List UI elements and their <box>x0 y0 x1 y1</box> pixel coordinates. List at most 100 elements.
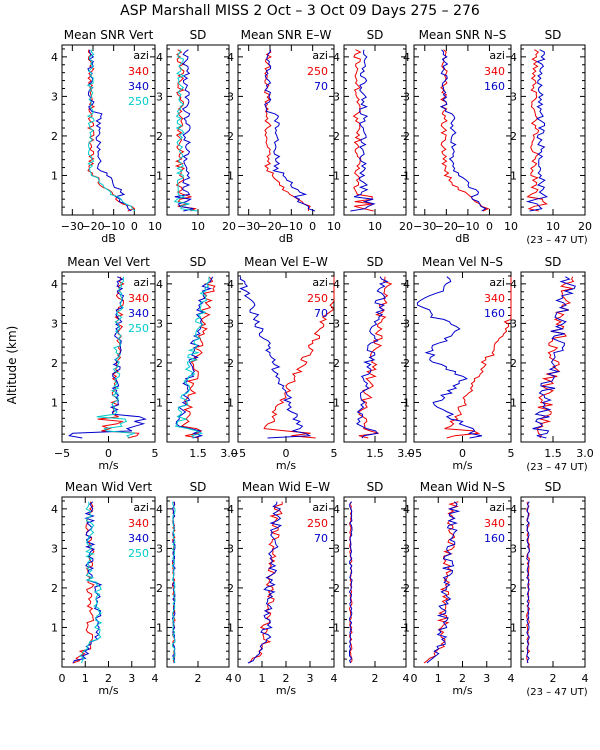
y-tick-label: 4 <box>156 278 163 291</box>
x-tick-label: 4 <box>403 672 410 685</box>
panel-0-3: SD 1 2 3 4 10 20 <box>333 28 413 233</box>
y-tick-label: 4 <box>227 51 234 64</box>
y-tick-label: 2 <box>510 582 517 595</box>
y-tick-label: 3 <box>227 542 234 555</box>
legend-entry: 250 <box>128 547 149 560</box>
plot-frame <box>343 271 407 443</box>
plot-frame <box>61 44 156 216</box>
series-line-160 <box>532 276 576 439</box>
y-tick-label: 2 <box>403 357 410 370</box>
series-line-250 <box>96 276 136 439</box>
x-axis-label: dB <box>455 232 470 245</box>
y-tick-label: 4 <box>510 51 517 64</box>
y-tick-label: 1 <box>510 396 517 409</box>
legend-header: azi <box>133 501 149 514</box>
y-tick-label: 4 <box>403 51 410 64</box>
panel-0-2: Mean SNR E–W 1 2 3 4 −30−20−10 0 10 dB azi 250 70 <box>227 28 341 245</box>
panel-0-0: Mean SNR Vert 1 2 3 4 −30−20−10 0 10 dB azi 340 340… <box>51 28 162 245</box>
x-tick-label: 1 <box>82 672 89 685</box>
series-line-70 <box>355 276 389 439</box>
legend-header: azi <box>133 49 149 62</box>
series-line-250 <box>86 49 136 212</box>
y-tick-label: 1 <box>403 396 410 409</box>
y-tick-label: 3 <box>51 90 58 103</box>
y-tick-label: 4 <box>51 278 58 291</box>
y-tick-label: 1 <box>333 169 340 182</box>
y-tick-label: 4 <box>227 278 234 291</box>
x-tick-label: −20 <box>81 220 104 233</box>
y-tick-label: 3 <box>510 317 517 330</box>
panel-title: SD <box>190 480 207 494</box>
panel-title: SD <box>545 480 562 494</box>
x-tick-label: 4 <box>152 672 159 685</box>
y-tick-label: 3 <box>333 90 340 103</box>
panel-title: Mean Vel E–W <box>244 255 328 269</box>
x-axis-label: dB <box>101 232 116 245</box>
y-tick-label: 2 <box>51 357 58 370</box>
y-tick-label: 2 <box>403 130 410 143</box>
y-tick-label: 1 <box>51 396 58 409</box>
x-axis-label: m/s <box>276 684 296 697</box>
y-tick-label: 4 <box>403 278 410 291</box>
panel-title: Mean Wid Vert <box>65 480 152 494</box>
y-tick-label: 4 <box>333 278 340 291</box>
y-tick-label: 1 <box>333 621 340 634</box>
y-tick-label: 1 <box>227 169 234 182</box>
legend-entry: 250 <box>128 322 149 335</box>
x-tick-label: 0 <box>309 220 316 233</box>
panel-1-4: Mean Vel N–S 1 2 3 4 −5 0 5 m/s azi 340 160 <box>403 255 515 472</box>
y-tick-label: 2 <box>510 130 517 143</box>
series-line-250 <box>173 49 198 212</box>
x-tick-label: 0 <box>486 220 493 233</box>
y-tick-label: 4 <box>333 503 340 516</box>
x-tick-label: 0 <box>131 220 138 233</box>
y-tick-label: 4 <box>510 503 517 516</box>
x-tick-label: 3 <box>128 672 135 685</box>
y-tick-label: 3 <box>51 317 58 330</box>
panel-title: SD <box>367 480 384 494</box>
legend-entry: 340 <box>128 517 149 530</box>
series-line-340 <box>536 276 575 439</box>
x-tick-label: 2 <box>372 672 379 685</box>
y-tick-label: 4 <box>51 503 58 516</box>
x-tick-label: 0 <box>235 672 242 685</box>
y-tick-label: 3 <box>51 542 58 555</box>
x-tick-label: 20 <box>222 220 236 233</box>
y-tick-label: 2 <box>510 357 517 370</box>
legend-header: azi <box>133 276 149 289</box>
y-tick-label: 3 <box>333 542 340 555</box>
legend-entry: 340 <box>484 292 505 305</box>
y-tick-label: 4 <box>51 51 58 64</box>
panel-title: Mean SNR N–S <box>419 28 507 42</box>
y-tick-label: 1 <box>227 396 234 409</box>
y-tick-label: 1 <box>156 621 163 634</box>
x-tick-label: 2 <box>550 672 557 685</box>
series-line-70 <box>247 501 283 664</box>
x-axis-label: m/s <box>452 684 472 697</box>
x-tick-label: 2 <box>283 672 290 685</box>
y-tick-label: 3 <box>510 90 517 103</box>
x-tick-label: 10 <box>546 220 560 233</box>
y-tick-label: 3 <box>403 90 410 103</box>
panel-0-4: Mean SNR N–S 1 2 3 4 −30−20−10 0 10 dB azi 340 160 <box>403 28 518 245</box>
legend-entry: 250 <box>307 292 328 305</box>
legend-entry: 250 <box>307 65 328 78</box>
x-tick-label: −10 <box>280 220 303 233</box>
panel-0-5: SD 1 2 3 4 10 20 <box>510 28 592 233</box>
y-tick-label: 2 <box>333 357 340 370</box>
panel-2-5: SD 1 2 3 4 2 4 <box>510 480 589 685</box>
x-tick-label: 5 <box>508 447 515 460</box>
series-line-160 <box>439 49 487 212</box>
x-tick-label: 1 <box>259 672 266 685</box>
legend-entry: 160 <box>484 532 505 545</box>
legend-entry: 250 <box>307 517 328 530</box>
y-tick-label: 3 <box>333 317 340 330</box>
series-line-340 <box>444 276 512 439</box>
panel-title: Mean SNR Vert <box>64 28 154 42</box>
x-axis-label: m/s <box>98 684 118 697</box>
panel-title: Mean Vel Vert <box>67 255 150 269</box>
plot-frame <box>413 44 512 216</box>
y-tick-label: 1 <box>403 621 410 634</box>
x-tick-label: 20 <box>399 220 413 233</box>
